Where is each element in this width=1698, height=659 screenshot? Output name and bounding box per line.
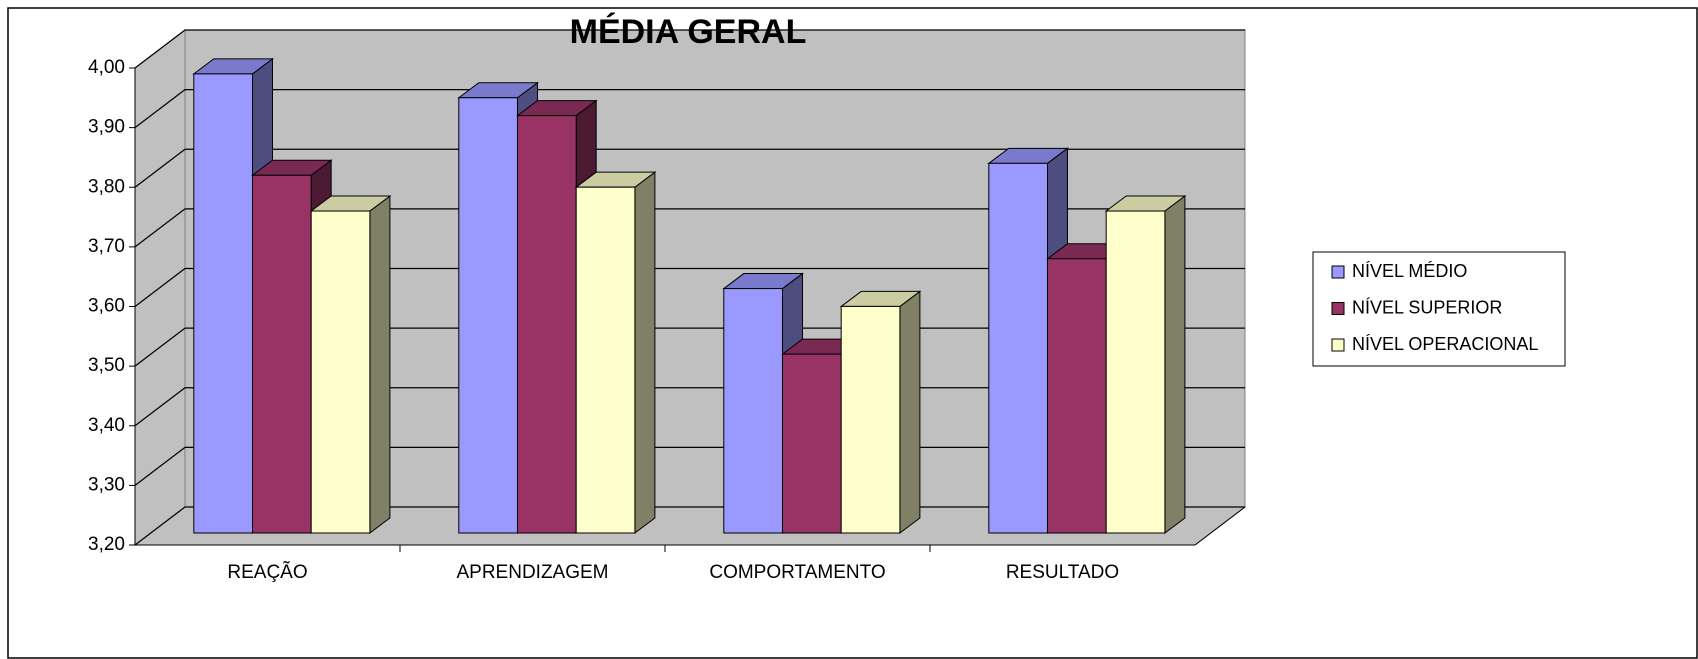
legend-swatch bbox=[1331, 302, 1345, 315]
legend-label: NÍVEL SUPERIOR bbox=[1352, 297, 1502, 317]
grid-line bbox=[134, 148, 1245, 188]
bar bbox=[516, 115, 577, 534]
bar bbox=[193, 73, 253, 534]
y-tick-label: 3,90 bbox=[88, 117, 125, 138]
bar bbox=[723, 288, 783, 534]
x-tick-label: COMPORTAMENTO bbox=[709, 562, 885, 583]
bar bbox=[310, 210, 371, 534]
legend-label: NÍVEL MÉDIO bbox=[1352, 261, 1467, 281]
bar bbox=[575, 186, 636, 534]
x-tick-label: APRENDIZAGEM bbox=[456, 562, 608, 583]
grid-line bbox=[134, 29, 1245, 69]
grid-line bbox=[134, 267, 1245, 307]
y-tick-label: 3,20 bbox=[88, 534, 125, 555]
x-tick-label: REAÇÃO bbox=[227, 561, 307, 583]
bar-side bbox=[634, 171, 656, 534]
plot-area bbox=[129, 28, 1247, 552]
y-tick-label: 3,50 bbox=[88, 355, 125, 376]
bar bbox=[781, 353, 842, 534]
bar-side bbox=[899, 290, 921, 534]
y-tick-label: 3,80 bbox=[88, 176, 125, 197]
x-axis bbox=[135, 506, 1246, 546]
bar bbox=[1046, 258, 1107, 534]
bar-side bbox=[1164, 195, 1186, 534]
bar bbox=[988, 162, 1048, 534]
bar bbox=[458, 97, 518, 534]
chart-title: MÉDIA GERAL bbox=[570, 13, 807, 51]
bar bbox=[1105, 210, 1166, 534]
legend-label: NÍVEL OPERACIONAL bbox=[1352, 334, 1538, 354]
grid-line bbox=[134, 89, 1245, 129]
y-tick-label: 4,00 bbox=[88, 57, 125, 78]
legend-box bbox=[1312, 251, 1566, 367]
grid-line bbox=[134, 208, 1245, 248]
x-tick-label: RESULTADO bbox=[1006, 562, 1119, 583]
bar-side bbox=[369, 195, 391, 534]
y-tick-label: 3,70 bbox=[88, 236, 125, 257]
y-tick-label: 3,60 bbox=[88, 296, 125, 317]
y-tick-label: 3,30 bbox=[88, 474, 125, 495]
bar bbox=[251, 174, 312, 534]
bar bbox=[840, 305, 901, 534]
y-tick-label: 3,40 bbox=[88, 415, 125, 436]
legend-swatch bbox=[1331, 265, 1345, 279]
legend-swatch bbox=[1331, 338, 1345, 352]
